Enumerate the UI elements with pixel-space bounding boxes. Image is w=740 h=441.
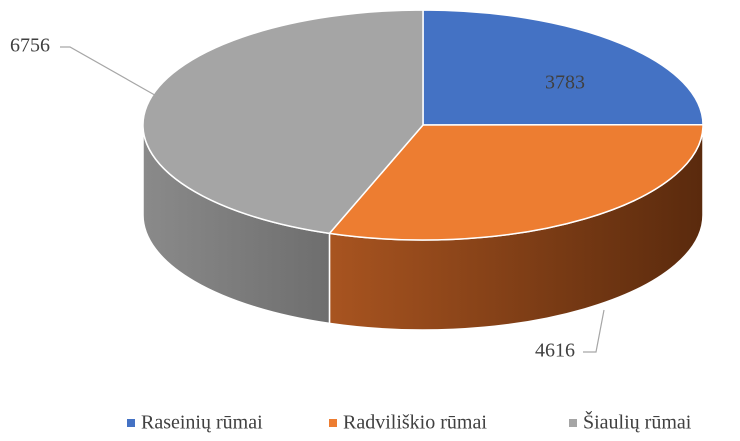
pie-slice [422,9,704,126]
leader-line [60,46,161,99]
data-label: 4616 [535,340,575,362]
labels: 3783 4616 6756 [10,35,605,362]
legend-swatch [569,419,577,427]
legend-label: Radviliškio rūmai [343,412,487,434]
pie [142,9,704,331]
pie-slice [328,123,704,241]
legend-label: Raseinių rūmai [141,412,263,434]
leader-line [583,309,605,353]
legend-swatch [127,419,135,427]
pie-slice [142,9,424,235]
legend-swatch [329,419,337,427]
data-label: 3783 [545,72,585,94]
legend: Raseinių rūmai Radviliškio rūmai Šiaulių r… [127,410,692,434]
legend-label: Šiaulių rūmai [583,410,692,434]
data-label: 6756 [10,35,50,57]
